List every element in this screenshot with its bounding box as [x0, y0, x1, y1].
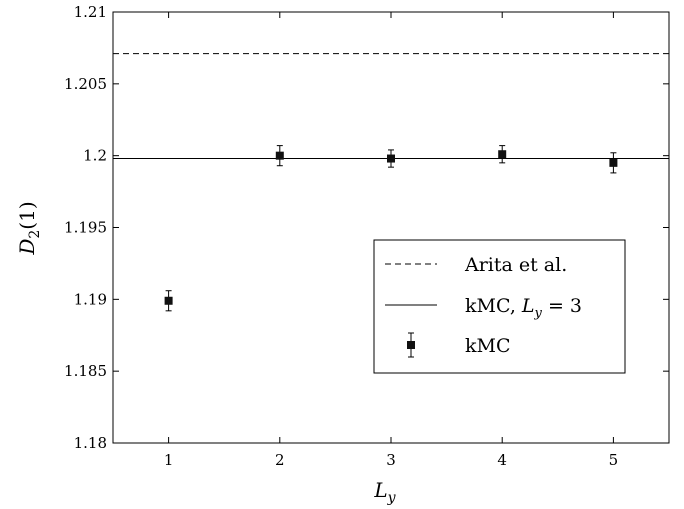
x-tick-label: 2: [275, 451, 285, 469]
y-tick-label: 1.2: [83, 147, 107, 165]
y-tick-label: 1.18: [74, 434, 107, 452]
y-tick-label: 1.185: [64, 362, 107, 380]
kmc-point: [164, 296, 173, 305]
x-tick-label: 5: [609, 451, 619, 469]
y-tick-label: 1.205: [64, 75, 107, 93]
y-tick-label: 1.195: [64, 219, 107, 237]
x-tick-label: 4: [497, 451, 507, 469]
legend-label-kmc: kMC: [465, 335, 511, 357]
x-axis-label: Ly: [373, 478, 396, 506]
x-tick-label: 1: [164, 451, 174, 469]
legend-label-arita: Arita et al.: [464, 254, 567, 276]
y-tick-label: 1.19: [74, 290, 107, 308]
kmc-point: [387, 154, 395, 163]
series-group: [113, 53, 669, 312]
kmc-point: [498, 150, 507, 159]
ticks: 1.18 1.185 1.19 1.195 1.2 1.205 1.21 1 2 3 4 5: [64, 3, 669, 469]
kmc-point: [275, 151, 284, 160]
legend-label-kmc-ly3: kMC, Ly = 3: [465, 295, 582, 321]
kmc-point: [609, 158, 618, 167]
legend-box: [373, 239, 626, 374]
legend: Arita et al. kMC, Ly = 3 kMC: [373, 239, 626, 374]
x-tick-label: 3: [386, 451, 396, 469]
y-tick-label: 1.21: [74, 3, 107, 21]
plot-frame: [112, 11, 670, 444]
legend-errorbar-sample: [407, 332, 415, 358]
y-axis-label: D2(1): [15, 201, 43, 255]
